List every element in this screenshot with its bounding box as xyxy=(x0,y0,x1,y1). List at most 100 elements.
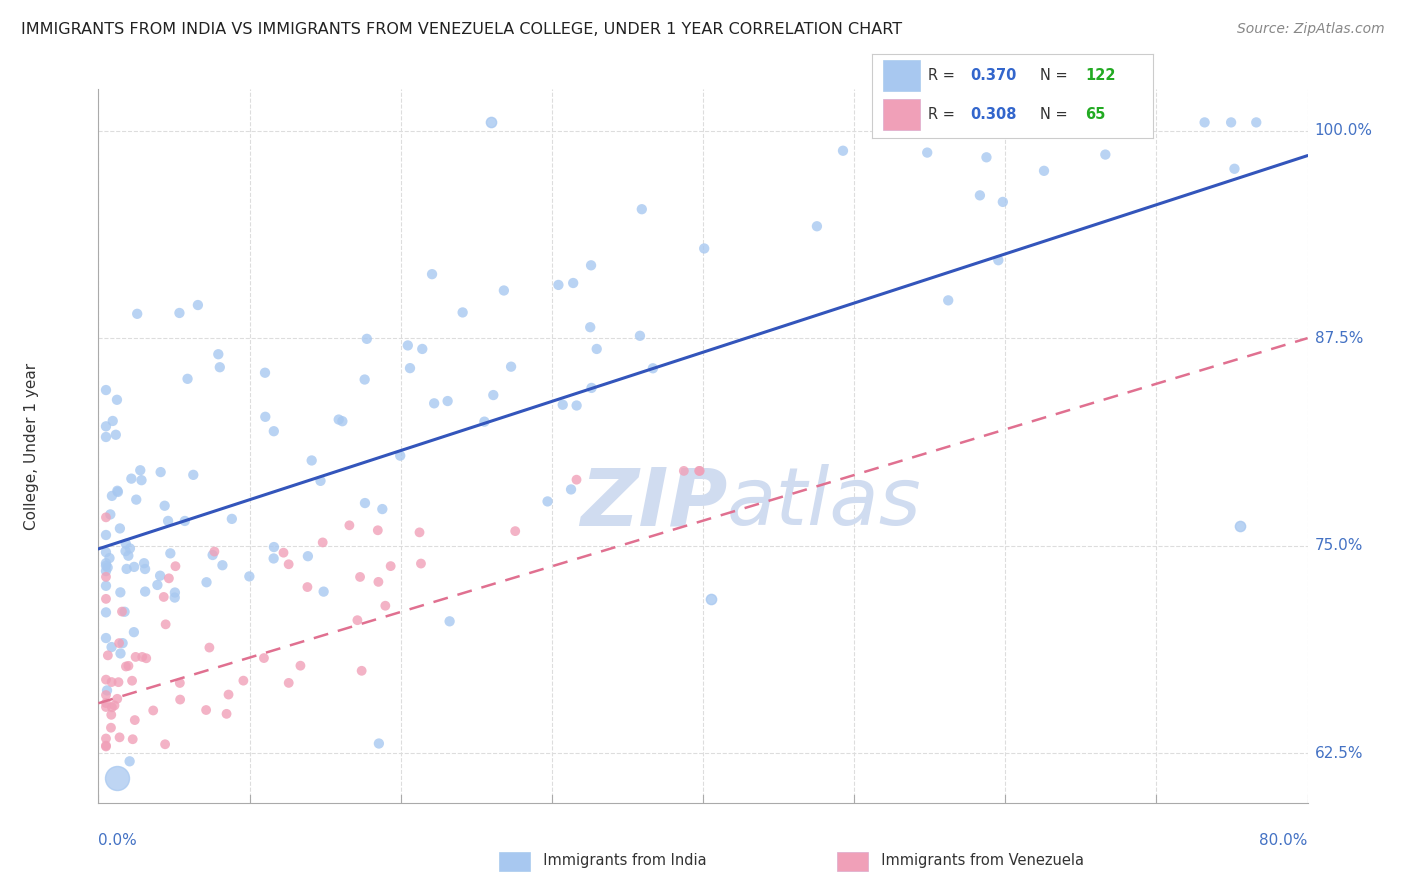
Point xyxy=(129,463,152,477)
Point xyxy=(356,332,378,346)
Point xyxy=(969,188,991,202)
Point xyxy=(297,580,319,594)
Point xyxy=(987,253,1010,268)
Point xyxy=(104,427,127,442)
Point xyxy=(110,585,132,599)
Text: Source: ZipAtlas.com: Source: ZipAtlas.com xyxy=(1237,22,1385,37)
Point xyxy=(100,721,122,735)
Point xyxy=(221,512,243,526)
Point xyxy=(806,219,828,234)
Text: atlas: atlas xyxy=(727,464,922,542)
Point xyxy=(100,640,122,654)
Point xyxy=(105,392,128,407)
Point xyxy=(131,473,153,487)
Bar xyxy=(883,61,920,91)
Point xyxy=(103,698,125,713)
Point xyxy=(1229,518,1251,533)
Point xyxy=(125,492,148,507)
Point xyxy=(1033,164,1056,178)
Point xyxy=(94,631,117,645)
Point xyxy=(1220,115,1243,129)
Point xyxy=(565,399,588,413)
Point xyxy=(689,464,711,478)
Point xyxy=(560,483,582,497)
Point xyxy=(94,731,117,746)
Point xyxy=(120,472,142,486)
Point xyxy=(481,115,503,129)
Point xyxy=(337,518,360,533)
Point xyxy=(207,347,229,361)
Text: R =: R = xyxy=(928,107,959,122)
Text: Immigrants from India: Immigrants from India xyxy=(534,854,707,868)
Point xyxy=(94,570,117,584)
Point xyxy=(94,579,117,593)
Point xyxy=(108,731,131,745)
Point xyxy=(117,549,139,563)
Point xyxy=(98,508,121,522)
Point xyxy=(492,284,515,298)
Point xyxy=(118,541,141,556)
Point xyxy=(94,383,117,397)
Point xyxy=(149,465,172,479)
Point xyxy=(105,691,128,706)
Point xyxy=(94,430,117,444)
Point xyxy=(157,514,180,528)
Point xyxy=(169,692,191,706)
Point xyxy=(399,361,422,376)
Point xyxy=(936,293,959,308)
Point xyxy=(232,673,254,688)
Point xyxy=(94,591,117,606)
Point xyxy=(672,464,695,478)
Point xyxy=(297,549,319,564)
Point xyxy=(693,242,716,256)
Point xyxy=(367,523,389,537)
Point xyxy=(198,640,221,655)
Point xyxy=(94,558,117,573)
Point xyxy=(579,320,602,334)
Point xyxy=(353,372,375,386)
Point xyxy=(367,737,389,751)
Point xyxy=(254,409,277,424)
Point xyxy=(380,559,402,574)
Point xyxy=(641,361,664,376)
Text: 65: 65 xyxy=(1085,107,1105,122)
Point xyxy=(579,258,602,272)
Point xyxy=(699,591,721,606)
Point xyxy=(215,706,238,721)
Text: 62.5%: 62.5% xyxy=(1315,746,1362,761)
Point xyxy=(349,570,371,584)
Point xyxy=(628,328,651,343)
Point xyxy=(451,305,474,319)
Point xyxy=(436,394,458,409)
Point xyxy=(157,571,180,585)
Point xyxy=(152,590,174,604)
Point xyxy=(101,700,124,714)
Point xyxy=(374,599,396,613)
Text: IMMIGRANTS FROM INDIA VS IMMIGRANTS FROM VENEZUELA COLLEGE, UNDER 1 YEAR CORRELA: IMMIGRANTS FROM INDIA VS IMMIGRANTS FROM… xyxy=(21,22,903,37)
Point xyxy=(277,558,299,572)
Point xyxy=(134,584,156,599)
Point xyxy=(202,544,225,558)
Point xyxy=(114,537,136,551)
Point xyxy=(169,676,191,690)
Point xyxy=(688,464,710,478)
Point xyxy=(195,575,218,590)
Point xyxy=(131,649,153,664)
Point xyxy=(122,560,145,574)
Point xyxy=(107,675,129,690)
Point xyxy=(94,739,117,753)
Point xyxy=(181,467,204,482)
Point xyxy=(630,202,652,217)
Point xyxy=(991,194,1014,209)
Point xyxy=(155,617,177,632)
Point xyxy=(101,489,124,503)
Point xyxy=(277,676,299,690)
Point xyxy=(94,673,117,687)
Point xyxy=(562,276,585,290)
Point xyxy=(105,483,128,498)
Point xyxy=(94,688,117,702)
Point xyxy=(547,277,569,292)
Point xyxy=(135,651,157,665)
Point xyxy=(915,145,938,160)
Point xyxy=(832,144,855,158)
